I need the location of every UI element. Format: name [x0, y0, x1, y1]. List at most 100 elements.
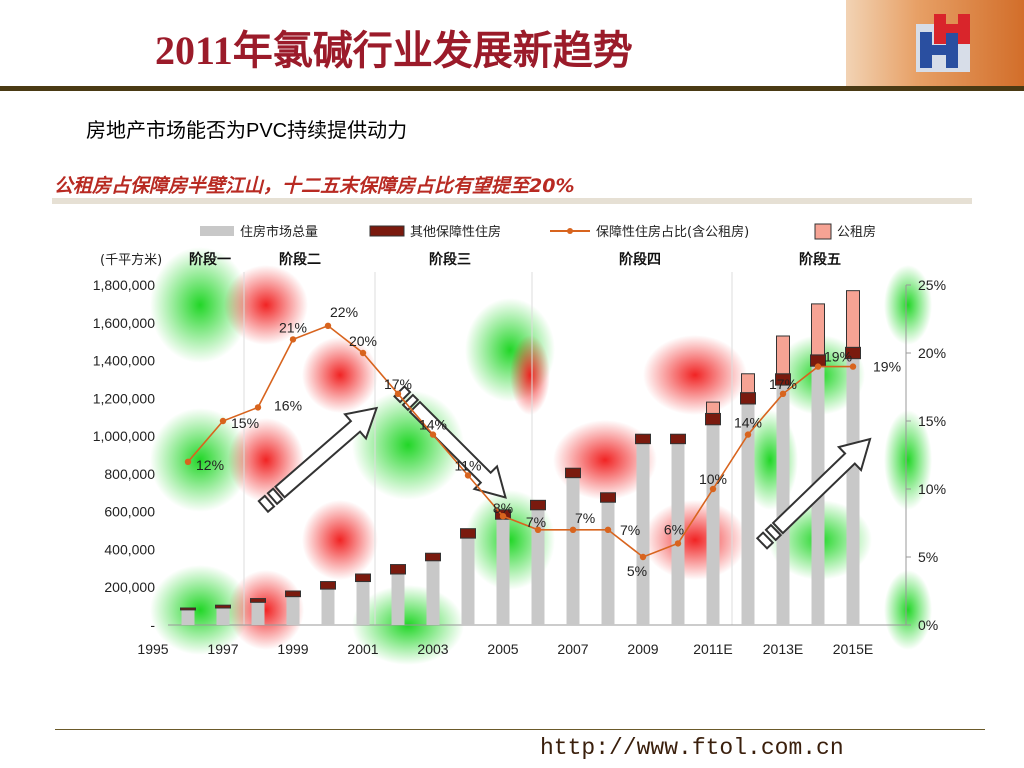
heat-blob: [643, 335, 747, 415]
ratio-point: [429, 431, 437, 438]
ratio-data-label: 7%: [575, 510, 595, 526]
legend-label: 保障性住房占比(含公租房): [596, 224, 749, 240]
total-housing-bar: [391, 574, 405, 625]
ratio-point: [674, 540, 682, 547]
other-affordable-bar: [530, 499, 546, 511]
other-affordable-bar: [670, 433, 686, 445]
ratio-point: [219, 417, 227, 425]
ratio-point: [744, 431, 752, 438]
ratio-line-layer: 12% 15% 16% 21% 22% 20% 17% 14% 11% 8% 7% 7% 7% 5% 6% 1…: [184, 304, 901, 579]
total-housing-bar: [496, 519, 510, 625]
chart-legend: 住房市场总量 其他保障性住房 保障性住房占比(含公租房) 公租房: [200, 223, 876, 240]
total-housing-bar: [181, 609, 195, 625]
x-axis-tick-label: 2003: [417, 641, 448, 657]
total-housing-bar: [356, 581, 370, 625]
chart-title-underline: [52, 198, 972, 204]
ratio-point: [779, 390, 787, 397]
total-housing-bar: [601, 502, 615, 625]
ratio-point: [709, 485, 717, 493]
other-affordable-bar: [705, 412, 721, 426]
left-axis-tick-label: 400,000: [104, 541, 155, 557]
ratio-point: [184, 458, 192, 465]
heat-blob-layer: [150, 247, 932, 665]
right-axis-tick-label: 25%: [918, 277, 946, 293]
heat-blob: [302, 337, 378, 413]
total-housing-bar: [531, 509, 545, 625]
left-axis-tick-label: 800,000: [104, 466, 155, 482]
left-axis-tick-label: 1,400,000: [93, 353, 155, 369]
public-rental-bar: [846, 290, 860, 348]
arrow-up-left: [257, 406, 379, 514]
total-housing-bar: [776, 385, 790, 625]
ratio-data-label: 14%: [734, 415, 762, 431]
heat-blob: [884, 410, 932, 510]
total-housing-bar: [251, 602, 265, 625]
x-axis-tick-label: 2007: [557, 641, 588, 657]
stage-label: 阶段四: [619, 251, 661, 268]
trend-arrows: [257, 385, 872, 550]
x-axis-tick-label: 2013E: [763, 641, 803, 657]
right-axis-tick-label: 15%: [918, 413, 946, 429]
ratio-data-label: 19%: [873, 359, 901, 375]
ratio-point: [464, 472, 472, 479]
ratio-data-label: 5%: [627, 563, 647, 579]
legend-swatch-other: [369, 225, 405, 237]
ratio-point: [849, 363, 857, 370]
other-affordable-bar: [635, 433, 651, 445]
legend-swatch-public-rental: [814, 223, 832, 240]
slide-header: 2011年氯碱行业发展新趋势: [0, 0, 1024, 91]
heat-blob: [643, 500, 747, 580]
ratio-data-label: 6%: [664, 521, 684, 537]
other-affordable-bar: [215, 604, 231, 609]
stage-label: 阶段二: [279, 251, 321, 268]
x-axis-tick-label: 2001: [347, 641, 378, 657]
ratio-data-label: 7%: [526, 514, 546, 530]
ratio-data-label: 12%: [196, 457, 224, 473]
ratio-point: [394, 390, 402, 397]
x-axis-tick-label: 2011E: [693, 641, 732, 657]
x-axis-tick-label: 1995: [137, 641, 168, 657]
chart-title: 公租房占保障房半壁江山，十二五末保障房占比有望提至20%: [54, 175, 574, 197]
legend-label: 住房市场总量: [240, 224, 318, 240]
public-rental-bar: [776, 335, 790, 375]
ratio-point: [639, 553, 647, 561]
arrow-up-right: [755, 437, 872, 550]
ratio-point: [359, 349, 367, 357]
total-housing-bar: [636, 443, 650, 625]
ratio-point: [569, 526, 577, 533]
legend-label: 公租房: [837, 224, 876, 240]
total-housing-bar: [286, 596, 300, 625]
x-axis-ticks: 1995 1997 1999 2001 2003 2005 2007 2009 2011E 201…: [137, 641, 873, 657]
right-axis-tick-label: 10%: [918, 481, 946, 497]
ratio-line: [187, 324, 853, 558]
heat-blob: [150, 565, 250, 655]
ratio-data-label: 8%: [493, 500, 513, 516]
heat-blob: [150, 247, 250, 363]
total-housing-bar: [426, 560, 440, 625]
other-affordable-bar: [320, 581, 336, 590]
legend-swatch-total: [200, 226, 234, 236]
ratio-data-label: 15%: [231, 415, 259, 431]
ratio-data-label: 16%: [274, 397, 302, 413]
heat-blob: [884, 265, 932, 345]
heat-blob: [302, 500, 378, 580]
x-axis-tick-label: 2009: [627, 641, 658, 657]
total-housing-bar: [846, 358, 860, 625]
total-housing-bar: [321, 589, 335, 625]
ratio-data-label: 10%: [699, 471, 727, 487]
total-housing-bar: [706, 424, 720, 625]
left-axis-tick-label: 1,200,000: [93, 390, 155, 406]
heat-blob: [884, 570, 932, 650]
left-axis-tick-label: 200,000: [104, 579, 155, 595]
heat-blob: [150, 408, 250, 512]
ratio-data-label: 17%: [769, 376, 797, 392]
right-axis-tick-label: 0%: [918, 617, 938, 633]
company-logo-icon: [916, 14, 970, 72]
other-affordable-bar: [250, 598, 266, 603]
stage-label: 阶段一: [189, 251, 231, 268]
heat-blob: [510, 335, 550, 415]
ratio-point: [814, 363, 822, 370]
total-housing-bar: [461, 538, 475, 625]
public-rental-bar: [706, 401, 720, 414]
other-affordable-bar: [425, 552, 441, 562]
